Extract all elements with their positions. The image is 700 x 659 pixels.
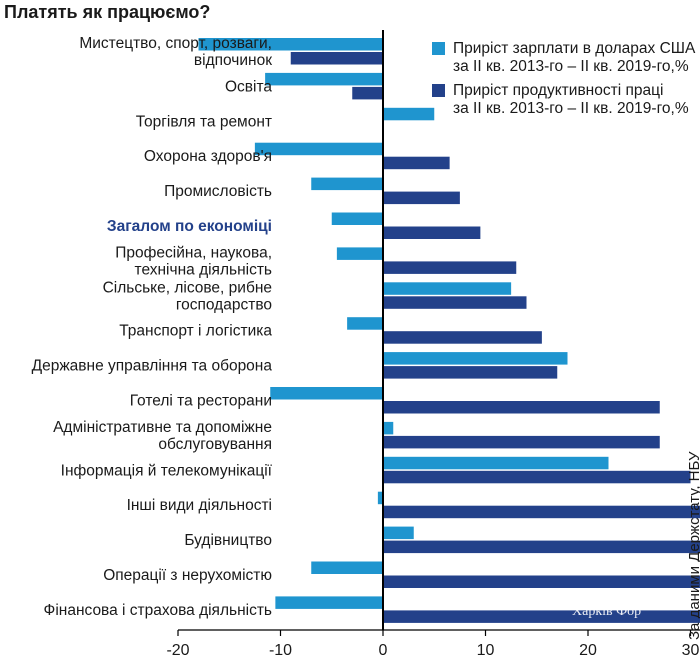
legend-label-wage: Приріст зарплати в доларах США за II кв.… <box>453 40 696 75</box>
x-tick-label-20: 20 <box>579 642 597 659</box>
bar-productivity-15 <box>383 575 700 588</box>
source-note: За даними Держстату, НБУ <box>686 451 700 640</box>
bar-wage-9 <box>383 352 568 365</box>
bar-productivity-5 <box>383 226 481 239</box>
bar-wage-14 <box>383 526 414 540</box>
x-tick-label--10: -10 <box>269 642 292 659</box>
bar-wage-12 <box>383 456 609 470</box>
category-label-7: Сільське, лісове, рибне господарство <box>103 279 272 313</box>
x-tick-label--20: -20 <box>166 642 189 659</box>
category-label-15: Операції з нерухомістю <box>103 567 272 584</box>
category-label-11: Адміністративне та допоміжне обслуговуван… <box>53 419 272 453</box>
legend-swatch-wage <box>432 42 445 55</box>
bar-productivity-11 <box>383 435 660 449</box>
category-label-1: Освіта <box>225 78 272 95</box>
legend-item-productivity: Приріст продуктивності праці за II кв. 2… <box>432 82 697 118</box>
category-label-5: Загалом по економіці <box>107 218 272 235</box>
bar-wage-10 <box>270 387 383 400</box>
category-label-10: Готелі та ресторани <box>130 393 272 410</box>
bar-wage-2 <box>383 107 435 121</box>
chart-title: Платять як працюємо? <box>4 2 211 22</box>
legend: Приріст зарплати в доларах США за II кв.… <box>432 40 697 124</box>
category-label-2: Торгівля та ремонт <box>136 113 272 130</box>
legend-item-wage: Приріст зарплати в доларах США за II кв.… <box>432 40 697 76</box>
bar-productivity-1 <box>352 86 383 100</box>
category-label-12: Інформація й телекомунікації <box>61 462 273 479</box>
category-label-13: Інші види діяльності <box>127 497 272 514</box>
category-label-14: Будівництво <box>184 532 272 549</box>
bar-wage-8 <box>347 317 383 330</box>
category-label-9: Державне управління та оборона <box>32 358 273 375</box>
bar-productivity-6 <box>383 261 517 274</box>
bar-productivity-9 <box>383 366 558 379</box>
bar-productivity-10 <box>383 401 660 414</box>
category-label-3: Охорона здоров'я <box>144 148 272 165</box>
legend-label-productivity: Приріст продуктивності праці за II кв. 2… <box>453 82 689 117</box>
bar-wage-1 <box>265 72 383 86</box>
watermark: Харків Фор <box>572 604 642 619</box>
bar-wage-4 <box>311 177 383 191</box>
bar-wage-16 <box>275 596 383 609</box>
bar-wage-11 <box>383 421 394 435</box>
bar-wage-13 <box>377 491 383 505</box>
bar-productivity-0 <box>290 52 383 65</box>
category-label-8: Транспорт і логістика <box>119 323 272 340</box>
category-label-0: Мистецтво, спорт, розваги, відпочинок <box>79 35 272 69</box>
bar-wage-15 <box>311 561 383 574</box>
bar-wage-0 <box>198 38 383 51</box>
bar-productivity-13 <box>383 505 700 519</box>
bar-productivity-12 <box>383 470 691 484</box>
bar-productivity-16 <box>383 610 700 623</box>
x-tick-label-30: 30 <box>682 642 700 659</box>
category-label-6: Професійна, наукова, технічна діяльність <box>115 244 272 278</box>
legend-swatch-productivity <box>432 84 445 97</box>
bar-wage-6 <box>336 247 383 260</box>
category-label-4: Промисловість <box>164 183 272 200</box>
bar-wage-3 <box>254 142 383 156</box>
bar-productivity-4 <box>383 191 460 205</box>
x-tick-label-0: 0 <box>379 642 388 659</box>
bar-productivity-7 <box>383 296 527 309</box>
bar-wage-5 <box>331 212 383 225</box>
bar-wage-7 <box>383 282 512 295</box>
x-tick-label-10: 10 <box>477 642 495 659</box>
bar-productivity-3 <box>383 156 450 170</box>
bar-productivity-8 <box>383 331 542 344</box>
category-label-16: Фінансова і страхова діяльність <box>44 602 272 619</box>
bar-productivity-14 <box>383 540 700 554</box>
